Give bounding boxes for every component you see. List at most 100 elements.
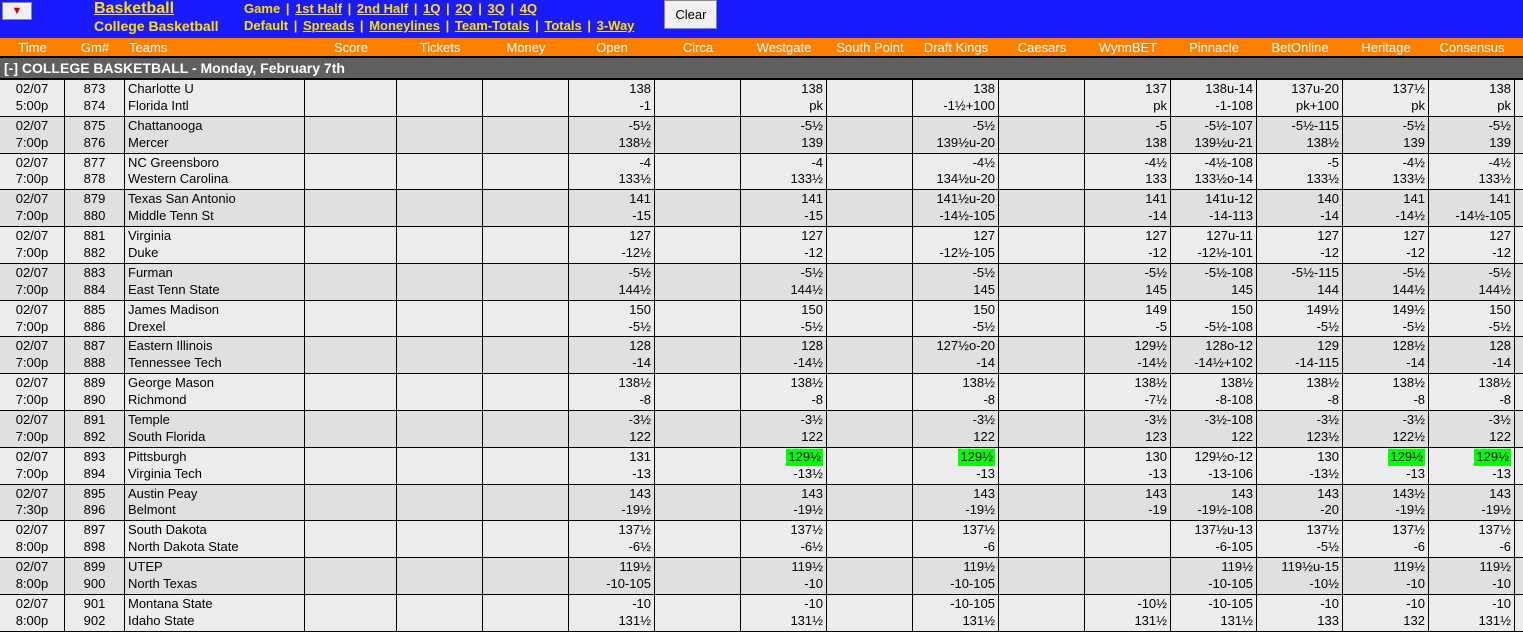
column-header[interactable]: Pinnacle <box>1171 40 1257 55</box>
odds-cell-wynnbet[interactable]: 138½-7½ <box>1085 374 1171 410</box>
odds-cell-open[interactable]: 138-1 <box>569 80 655 116</box>
game-row[interactable]: 02/077:00p875876ChattanoogaMercer-5½138½… <box>0 117 1523 154</box>
game-row[interactable]: 02/078:00p897898South DakotaNorth Dakota… <box>0 521 1523 558</box>
odds-cell-southpoint[interactable] <box>827 264 913 300</box>
odds-cell-consensus[interactable]: 150-5½ <box>1429 301 1515 337</box>
odds-cell-dk[interactable]: 150-5½ <box>913 301 999 337</box>
odds-cell-dk[interactable]: -3½122 <box>913 411 999 447</box>
odds-cell-heritage[interactable]: 127-12 <box>1343 227 1429 263</box>
odds-cell-heritage[interactable]: 141-14½ <box>1343 190 1429 226</box>
odds-cell-circa[interactable] <box>655 521 741 557</box>
odds-cell-southpoint[interactable] <box>827 521 913 557</box>
column-header[interactable]: BetOnline <box>1257 40 1343 55</box>
odds-cell-circa[interactable] <box>655 117 741 153</box>
odds-cell-heritage[interactable]: 119½-10 <box>1343 558 1429 594</box>
column-header[interactable]: Gm# <box>65 40 125 55</box>
odds-cell-southpoint[interactable] <box>827 448 913 484</box>
odds-cell-betonline[interactable]: -3½123½ <box>1257 411 1343 447</box>
column-header[interactable]: Time <box>0 40 65 55</box>
odds-cell-betonline[interactable]: 129-14-115 <box>1257 337 1343 373</box>
odds-cell-pinnacle[interactable]: 138u-14-1-108 <box>1171 80 1257 116</box>
odds-cell-dk[interactable]: 129½-13 <box>913 448 999 484</box>
column-header[interactable]: Consensus <box>1429 40 1515 55</box>
odds-cell-pinnacle[interactable]: 141u-12-14-113 <box>1171 190 1257 226</box>
odds-cell-pinnacle[interactable]: 137½u-13-6-105 <box>1171 521 1257 557</box>
odds-cell-heritage[interactable]: -4½133½ <box>1343 154 1429 190</box>
odds-cell-betonline[interactable]: 127-12 <box>1257 227 1343 263</box>
odds-cell-westgate[interactable]: 141-15 <box>741 190 827 226</box>
column-header[interactable]: WynnBET <box>1085 40 1171 55</box>
odds-cell-wynnbet[interactable]: 141-14 <box>1085 190 1171 226</box>
odds-cell-heritage[interactable]: -5½144½ <box>1343 264 1429 300</box>
column-header[interactable]: Money <box>483 40 569 55</box>
odds-cell-circa[interactable] <box>655 485 741 521</box>
column-header[interactable]: Heritage <box>1343 40 1429 55</box>
odds-cell-pinnacle[interactable]: 129½o-12-13-106 <box>1171 448 1257 484</box>
odds-cell-consensus[interactable]: 137½-6 <box>1429 521 1515 557</box>
odds-cell-caesars[interactable] <box>999 374 1085 410</box>
odds-cell-open[interactable]: 131-13 <box>569 448 655 484</box>
odds-cell-caesars[interactable] <box>999 558 1085 594</box>
odds-cell-heritage[interactable]: -3½122½ <box>1343 411 1429 447</box>
odds-cell-southpoint[interactable] <box>827 374 913 410</box>
game-row[interactable]: 02/077:00p881882VirginiaDuke127-12½127-1… <box>0 227 1523 264</box>
odds-cell-consensus[interactable]: -5½139 <box>1429 117 1515 153</box>
odds-cell-circa[interactable] <box>655 411 741 447</box>
bet-type-link[interactable]: Spreads <box>303 18 354 33</box>
odds-cell-circa[interactable] <box>655 80 741 116</box>
odds-cell-caesars[interactable] <box>999 337 1085 373</box>
odds-cell-consensus[interactable]: 119½-10 <box>1429 558 1515 594</box>
odds-cell-caesars[interactable] <box>999 411 1085 447</box>
odds-cell-consensus[interactable]: 143-19½ <box>1429 485 1515 521</box>
odds-cell-betonline[interactable]: -5½-115138½ <box>1257 117 1343 153</box>
period-link[interactable]: 1Q <box>423 1 440 16</box>
odds-cell-southpoint[interactable] <box>827 117 913 153</box>
odds-cell-circa[interactable] <box>655 154 741 190</box>
odds-cell-dk[interactable]: -10-105131½ <box>913 595 999 631</box>
odds-cell-betonline[interactable]: 140-14 <box>1257 190 1343 226</box>
section-header[interactable]: [-] COLLEGE BASKETBALL - Monday, Februar… <box>0 58 1523 80</box>
odds-cell-dk[interactable]: 137½-6 <box>913 521 999 557</box>
odds-cell-westgate[interactable]: 129½-13½ <box>741 448 827 484</box>
odds-cell-open[interactable]: -5½144½ <box>569 264 655 300</box>
period-link[interactable]: 4Q <box>520 1 537 16</box>
odds-cell-open[interactable]: 119½-10-105 <box>569 558 655 594</box>
column-header[interactable]: Circa <box>655 40 741 55</box>
odds-cell-caesars[interactable] <box>999 227 1085 263</box>
game-row[interactable]: 02/077:00p891892TempleSouth Florida-3½12… <box>0 411 1523 448</box>
odds-cell-caesars[interactable] <box>999 521 1085 557</box>
odds-cell-consensus[interactable]: 141-14½-105 <box>1429 190 1515 226</box>
odds-cell-dk[interactable]: 127-12½-105 <box>913 227 999 263</box>
odds-cell-caesars[interactable] <box>999 264 1085 300</box>
odds-cell-westgate[interactable]: 128-14½ <box>741 337 827 373</box>
odds-cell-betonline[interactable]: -5½-115144 <box>1257 264 1343 300</box>
odds-cell-dk[interactable]: 138-1½+100 <box>913 80 999 116</box>
odds-cell-wynnbet[interactable]: 130-13 <box>1085 448 1171 484</box>
odds-cell-southpoint[interactable] <box>827 80 913 116</box>
column-header[interactable]: South Point <box>827 40 913 55</box>
column-header[interactable]: Caesars <box>999 40 1085 55</box>
dropdown-toggle[interactable]: ▼ <box>2 2 32 20</box>
odds-cell-caesars[interactable] <box>999 154 1085 190</box>
odds-cell-caesars[interactable] <box>999 301 1085 337</box>
column-header[interactable]: Draft Kings <box>913 40 999 55</box>
odds-cell-dk[interactable]: -5½139½u-20 <box>913 117 999 153</box>
odds-cell-circa[interactable] <box>655 558 741 594</box>
odds-cell-pinnacle[interactable]: 127u-11-12½-101 <box>1171 227 1257 263</box>
odds-cell-consensus[interactable]: -10131½ <box>1429 595 1515 631</box>
odds-cell-dk[interactable]: 141½u-20-14½-105 <box>913 190 999 226</box>
odds-cell-wynnbet[interactable]: 143-19 <box>1085 485 1171 521</box>
bet-type-link[interactable]: Moneylines <box>369 18 440 33</box>
odds-cell-betonline[interactable]: 119½u-15-10½ <box>1257 558 1343 594</box>
odds-cell-dk[interactable]: -5½145 <box>913 264 999 300</box>
odds-cell-wynnbet[interactable]: -10½131½ <box>1085 595 1171 631</box>
bet-type-link[interactable]: Team-Totals <box>455 18 530 33</box>
game-row[interactable]: 02/077:00p879880Texas San AntonioMiddle … <box>0 190 1523 227</box>
odds-cell-pinnacle[interactable]: 119½-10-105 <box>1171 558 1257 594</box>
odds-cell-circa[interactable] <box>655 374 741 410</box>
odds-cell-circa[interactable] <box>655 227 741 263</box>
odds-cell-dk[interactable]: 143-19½ <box>913 485 999 521</box>
odds-cell-westgate[interactable]: -5½139 <box>741 117 827 153</box>
bet-type-link[interactable]: 3-Way <box>597 18 635 33</box>
odds-cell-circa[interactable] <box>655 190 741 226</box>
